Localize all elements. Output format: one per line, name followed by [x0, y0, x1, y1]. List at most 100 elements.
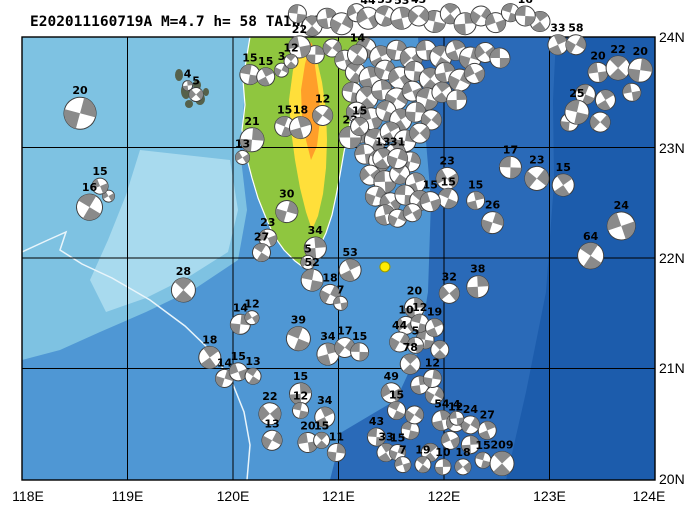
focal-mechanism-beachball [498, 155, 522, 179]
depth-label: 16 [82, 181, 98, 194]
depth-label: 18 [322, 271, 337, 284]
depth-label: 33 [377, 0, 392, 6]
focal-mechanism-beachball [283, 53, 299, 69]
focal-mechanism-beachball [577, 242, 605, 270]
depth-label: 15 [556, 161, 571, 174]
focal-mechanism-beachball [430, 340, 450, 360]
depth-label: 17 [337, 325, 352, 338]
penghu-island [185, 100, 193, 108]
focal-mechanism-beachball [297, 432, 319, 454]
focal-mechanism-beachball [434, 458, 452, 476]
focal-mechanism-beachball [244, 310, 260, 326]
lat-label-21n: 21N [659, 360, 685, 376]
depth-label: 58 [568, 22, 583, 35]
depth-label: 5 [304, 242, 312, 255]
depth-label: 20 [633, 45, 649, 58]
focal-mechanism-beachball [285, 326, 311, 352]
focal-mechanism-beachball [551, 173, 575, 197]
focal-mechanism-beachball [404, 405, 424, 425]
depth-label: 13 [235, 137, 250, 150]
focal-mechanism-beachball [454, 458, 472, 476]
focal-mechanism-beachball [330, 12, 354, 36]
depth-label: 22 [262, 390, 277, 403]
focal-mechanism-beachball [366, 427, 386, 447]
focal-mechanism-beachball [438, 282, 460, 304]
focal-mechanism-beachball [419, 191, 441, 213]
focal-mechanism-beachball [403, 297, 425, 319]
focal-mechanism-beachball [312, 104, 334, 126]
focal-mechanism-beachball [346, 44, 368, 66]
highlighted-event-marker [379, 261, 391, 273]
depth-label: 15 [389, 388, 404, 401]
focal-mechanism-beachball [422, 368, 442, 388]
depth-label: 15 [293, 370, 308, 383]
focal-mechanism-beachball [300, 254, 316, 270]
depth-label: 10 [435, 446, 451, 459]
depth-label: 20 [72, 84, 88, 97]
focal-mechanism-beachball [334, 337, 356, 359]
focal-mechanism-beachball [91, 177, 109, 195]
depth-label: 22 [292, 23, 307, 36]
depth-label: 15 [390, 431, 405, 444]
depth-label: 53 [342, 246, 357, 259]
depth-label: 10 [398, 303, 414, 316]
focal-mechanism-beachball [425, 318, 445, 338]
depth-label: 19 [427, 306, 442, 319]
lon-label-121e: 121E [322, 488, 355, 504]
focal-mechanism-beachball [399, 353, 421, 375]
depth-label: 17 [503, 143, 518, 156]
depth-label: 16 [518, 0, 534, 6]
depth-label: 15 [475, 439, 490, 452]
focal-mechanism-beachball [387, 400, 407, 420]
focal-mechanism-beachball [627, 57, 653, 83]
depth-label: 15 [258, 55, 273, 68]
depth-label: 34 [317, 394, 333, 407]
focal-mechanism-beachball [63, 96, 97, 130]
focal-mechanism-beachball [589, 111, 611, 133]
focal-mechanism-beachball [350, 342, 370, 362]
focal-mechanism-beachball [394, 456, 412, 474]
focal-mechanism-beachball [287, 35, 311, 59]
depth-label: 14 [233, 301, 249, 314]
focal-mechanism-beachball [425, 385, 445, 405]
depth-label: 20 [407, 285, 423, 298]
focal-mechanism-beachball [564, 99, 590, 125]
focal-mechanism-beachball [622, 82, 642, 102]
focal-mechanism-beachball [449, 410, 465, 426]
focal-mechanism-beachball [466, 191, 486, 211]
focal-mechanism-beachball [390, 6, 414, 30]
focal-mechanism-beachball [524, 165, 550, 191]
depth-label: 13 [264, 417, 279, 430]
depth-label: 12 [283, 41, 298, 54]
focal-mechanism-beachball [198, 345, 222, 369]
focal-mechanism-beachball [303, 236, 327, 260]
focal-mechanism-beachball [420, 109, 442, 131]
depth-label: 13 [375, 136, 390, 149]
focal-mechanism-beachball [289, 382, 313, 406]
depth-label: 15 [314, 419, 329, 432]
focal-mechanism-beachball [338, 258, 362, 282]
focal-mechanism-beachball [374, 59, 396, 81]
depth-label: 27 [254, 230, 269, 243]
depth-label: 31 [390, 136, 405, 149]
depth-label: 15 [231, 350, 246, 363]
depth-label: 12 [244, 298, 259, 311]
depth-label: 32 [442, 270, 457, 283]
lon-label-124e: 124E [633, 488, 666, 504]
depth-label: 78 [403, 341, 418, 354]
focal-mechanism-beachball [388, 208, 408, 228]
depth-label: 14 [350, 32, 366, 45]
depth-label: 15 [352, 330, 367, 343]
depth-label: 19 [415, 444, 430, 457]
depth-label: 34 [308, 224, 324, 237]
graticule [21, 36, 656, 481]
depth-label: 12 [425, 356, 440, 369]
focal-mechanism-beachball [234, 149, 250, 165]
focal-mechanism-beachball [350, 117, 370, 137]
focal-mechanism-beachball [565, 34, 587, 56]
depth-label: 7 [337, 283, 345, 296]
depth-label: 53 [394, 0, 409, 7]
focal-mechanism-beachball [481, 211, 505, 235]
depth-label: 33 [550, 22, 565, 35]
